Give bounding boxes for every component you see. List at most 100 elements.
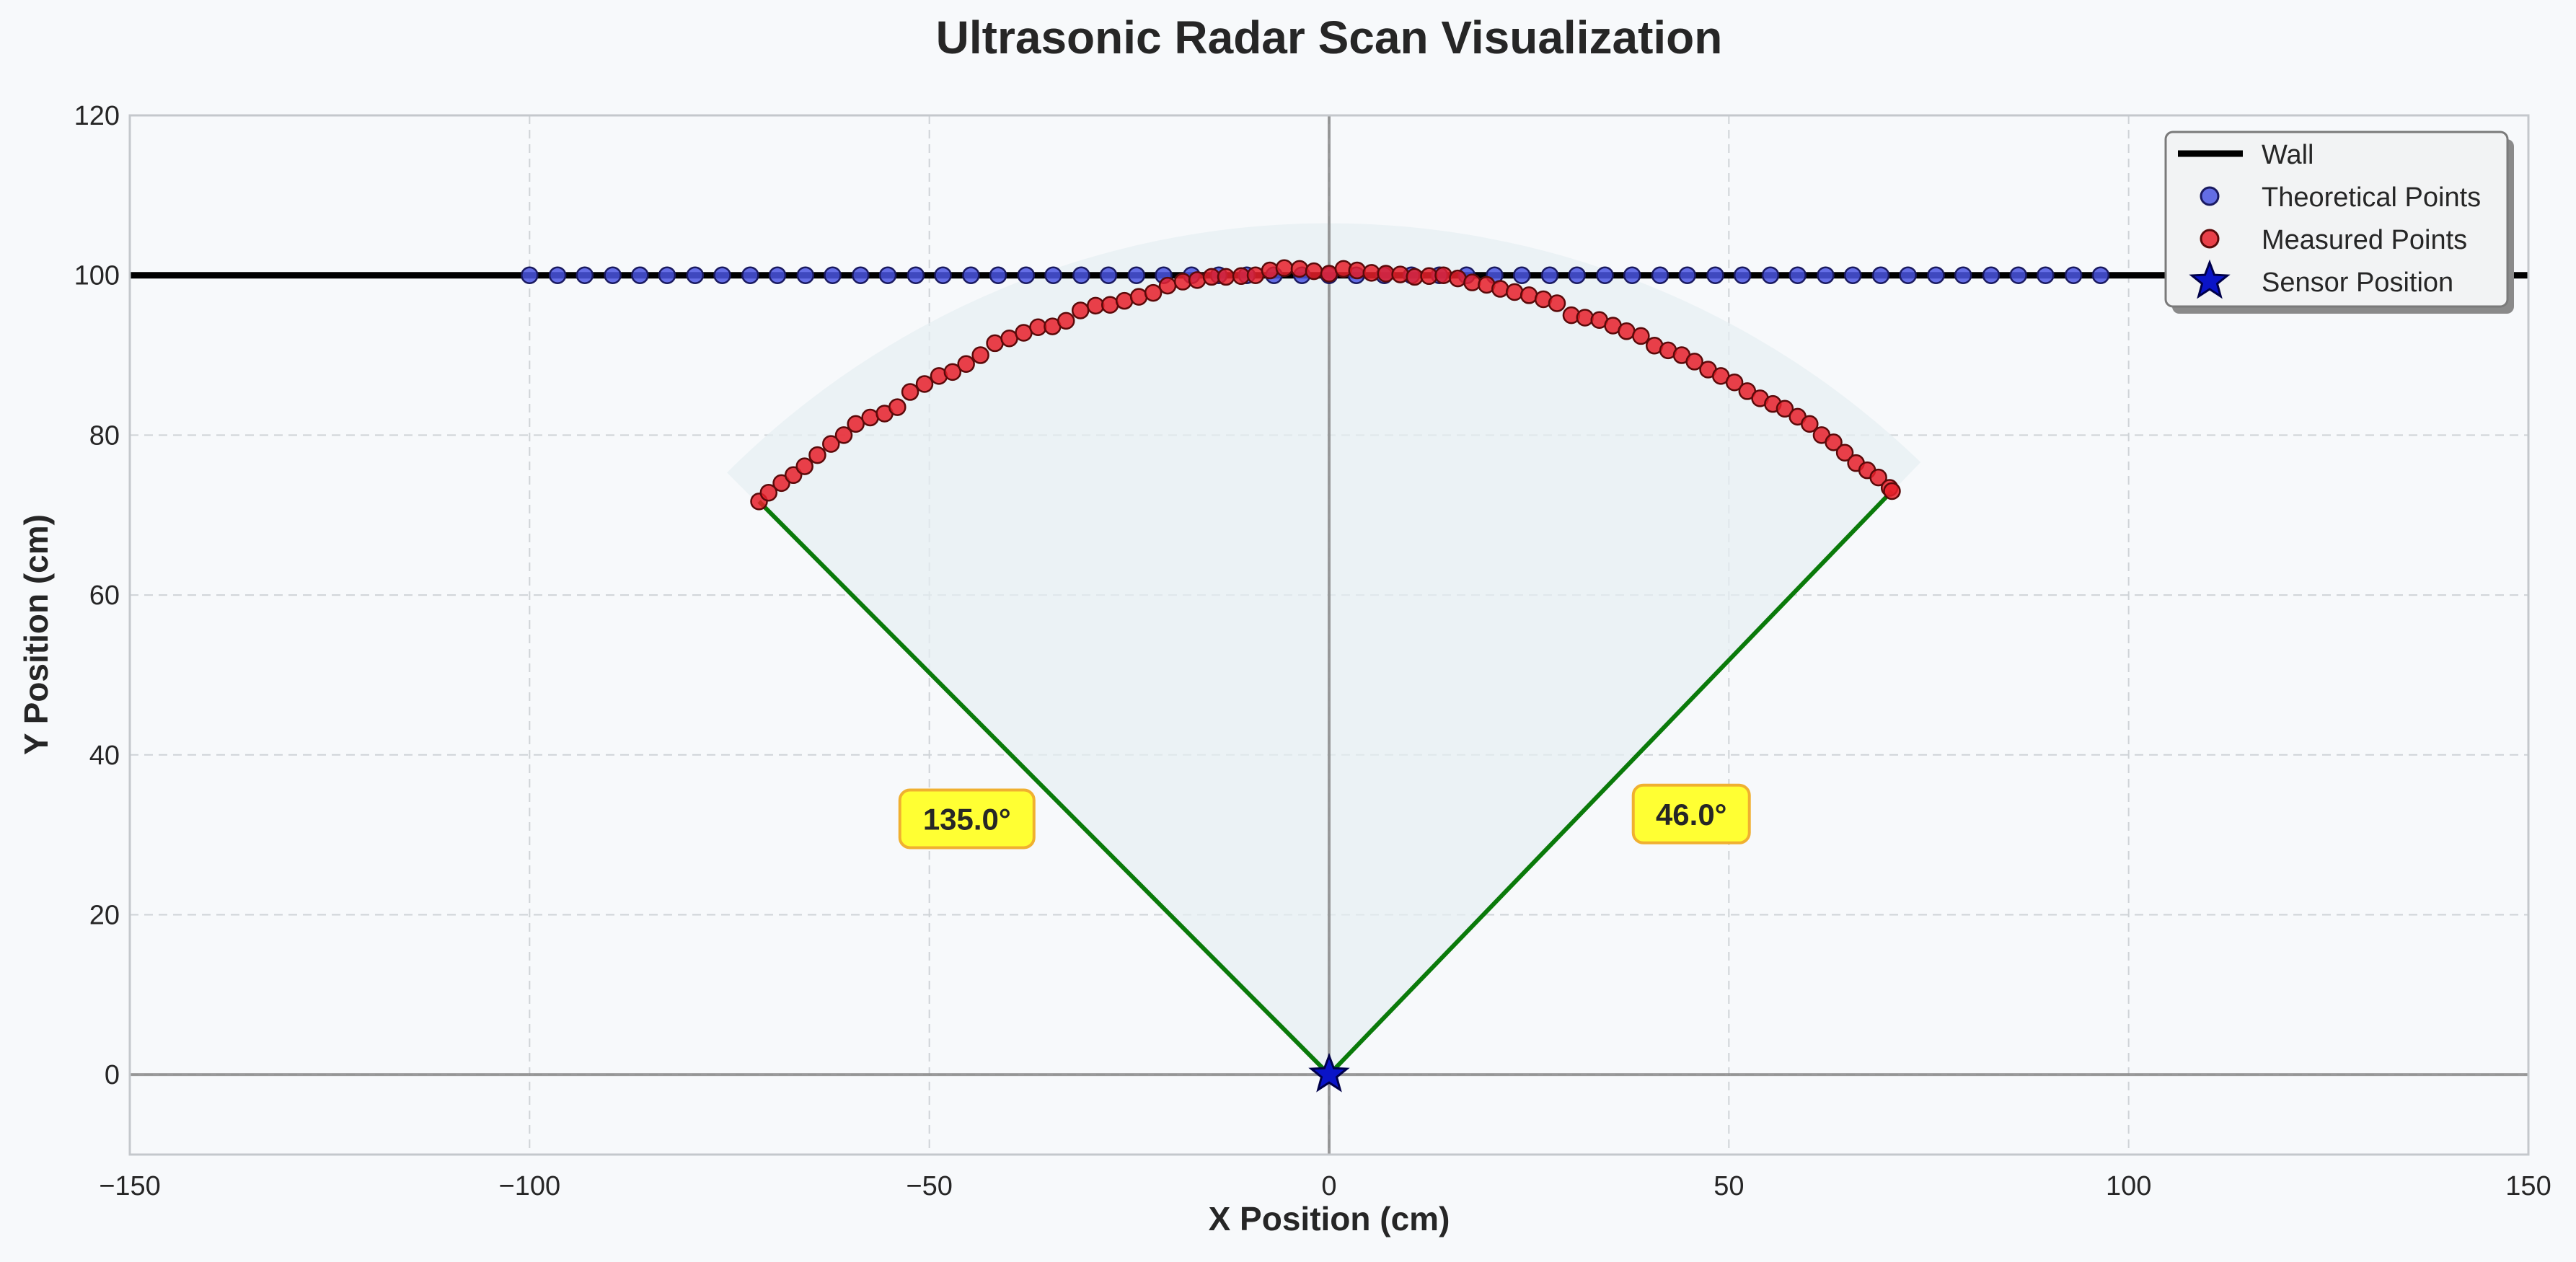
theoretical-point	[658, 266, 676, 284]
x-axis-label: X Position (cm)	[1209, 1200, 1450, 1237]
theoretical-point	[1099, 266, 1118, 284]
theoretical-point	[2009, 266, 2027, 284]
measured-point	[1202, 268, 1221, 286]
measured-point	[1505, 283, 1524, 301]
angle-label: 46.0°	[1656, 798, 1727, 831]
measured-point	[1869, 468, 1887, 487]
measured-point	[1434, 266, 1452, 284]
measured-point	[971, 346, 989, 364]
measured-point	[1305, 262, 1323, 281]
measured-point	[1144, 283, 1163, 302]
measured-point	[1548, 294, 1566, 312]
measured-point	[1087, 296, 1105, 315]
theoretical-point	[1512, 266, 1531, 284]
measured-point	[1463, 273, 1481, 291]
legend-measured-icon	[2200, 229, 2220, 249]
measured-point	[1391, 265, 1409, 283]
theoretical-point	[1540, 266, 1559, 284]
measured-point	[1158, 276, 1177, 295]
measured-point	[986, 334, 1004, 353]
measured-point	[901, 383, 919, 401]
theoretical-point	[575, 266, 594, 284]
legend-theoretical-icon	[2200, 186, 2220, 206]
measured-point	[1232, 267, 1250, 286]
theoretical-point	[907, 266, 925, 284]
legend-label-sensor: Sensor Position	[2262, 268, 2453, 298]
theoretical-point	[1127, 266, 1146, 284]
scan-sector	[727, 223, 1921, 1075]
theoretical-point	[631, 266, 649, 284]
x-tick-label: 0	[1321, 1171, 1336, 1201]
angle-label: 135.0°	[923, 802, 1011, 836]
y-axis-label: Y Position (cm)	[17, 514, 55, 755]
legend-box	[2164, 131, 2509, 308]
legend-sensor-icon	[2189, 259, 2231, 299]
legend-label-wall: Wall	[2262, 140, 2313, 170]
measured-point	[1100, 296, 1119, 314]
measured-point	[1275, 259, 1294, 277]
measured-point	[1173, 273, 1192, 291]
y-tick-label: 20	[89, 900, 120, 930]
measured-point	[943, 363, 962, 381]
measured-point	[1188, 271, 1207, 289]
theoretical-point	[713, 266, 731, 284]
theoretical-point	[1678, 266, 1696, 284]
measured-point	[1348, 261, 1367, 280]
theoretical-point	[741, 266, 759, 284]
theoretical-point	[796, 266, 815, 284]
scan-sector-wedge	[727, 223, 1921, 1075]
angle-annotations: 135.0° 46.0°	[898, 783, 1751, 850]
theoretical-point	[2064, 266, 2083, 284]
theoretical-point	[2037, 266, 2055, 284]
beam-line-135	[757, 500, 1331, 1077]
measured-point	[772, 474, 790, 493]
y-tick-label: 0	[105, 1060, 120, 1090]
measured-point	[1725, 373, 1744, 392]
measured-point	[1000, 330, 1018, 348]
measured-point	[1449, 269, 1467, 288]
theoretical-point	[768, 266, 787, 284]
x-axis-ticks: −150 −100 −50 0 50 100 150	[99, 1171, 2551, 1201]
measured-point	[759, 483, 778, 502]
beam-line-46	[1327, 489, 1894, 1077]
theoretical-point	[989, 266, 1007, 284]
theoretical-point	[1899, 266, 1917, 284]
x-tick-label: −50	[906, 1171, 952, 1201]
theoretical-point	[548, 266, 567, 284]
sensor-marker	[1308, 1052, 1350, 1093]
x-tick-label: 100	[2106, 1171, 2151, 1201]
chart-title: Ultrasonic Radar Scan Visualization	[936, 12, 1723, 63]
measured-point	[1290, 260, 1309, 278]
theoretical-point	[1817, 266, 1835, 284]
theoretical-point	[1982, 266, 2001, 284]
measured-point	[1576, 309, 1594, 327]
measured-point	[847, 415, 865, 433]
theoretical-point	[1596, 266, 1614, 284]
theoretical-point	[604, 266, 622, 284]
measured-point	[1129, 288, 1148, 306]
theoretical-point	[934, 266, 952, 284]
measured-point	[1029, 318, 1047, 336]
y-tick-label: 120	[74, 101, 120, 131]
theoretical-point	[878, 266, 897, 284]
measured-point	[808, 446, 826, 464]
measured-point	[915, 375, 934, 393]
measured-point	[1406, 268, 1424, 286]
theoretical-point	[1568, 266, 1586, 284]
measured-point	[822, 435, 840, 453]
theoretical-point	[1072, 266, 1090, 284]
measured-point	[1835, 444, 1854, 462]
y-tick-label: 60	[89, 581, 120, 611]
measured-point	[1377, 265, 1395, 283]
angle-label-box	[1631, 783, 1751, 844]
theoretical-point	[1733, 266, 1752, 284]
theoretical-point	[2091, 266, 2110, 284]
y-axis-ticks: 0 20 40 60 80 100 120	[74, 101, 120, 1090]
measured-point	[1071, 301, 1090, 319]
theoretical-point	[686, 266, 705, 284]
measured-point	[1776, 400, 1794, 418]
measured-point	[1519, 286, 1538, 304]
x-tick-label: 50	[1713, 1171, 1744, 1201]
measured-point	[1685, 353, 1703, 371]
